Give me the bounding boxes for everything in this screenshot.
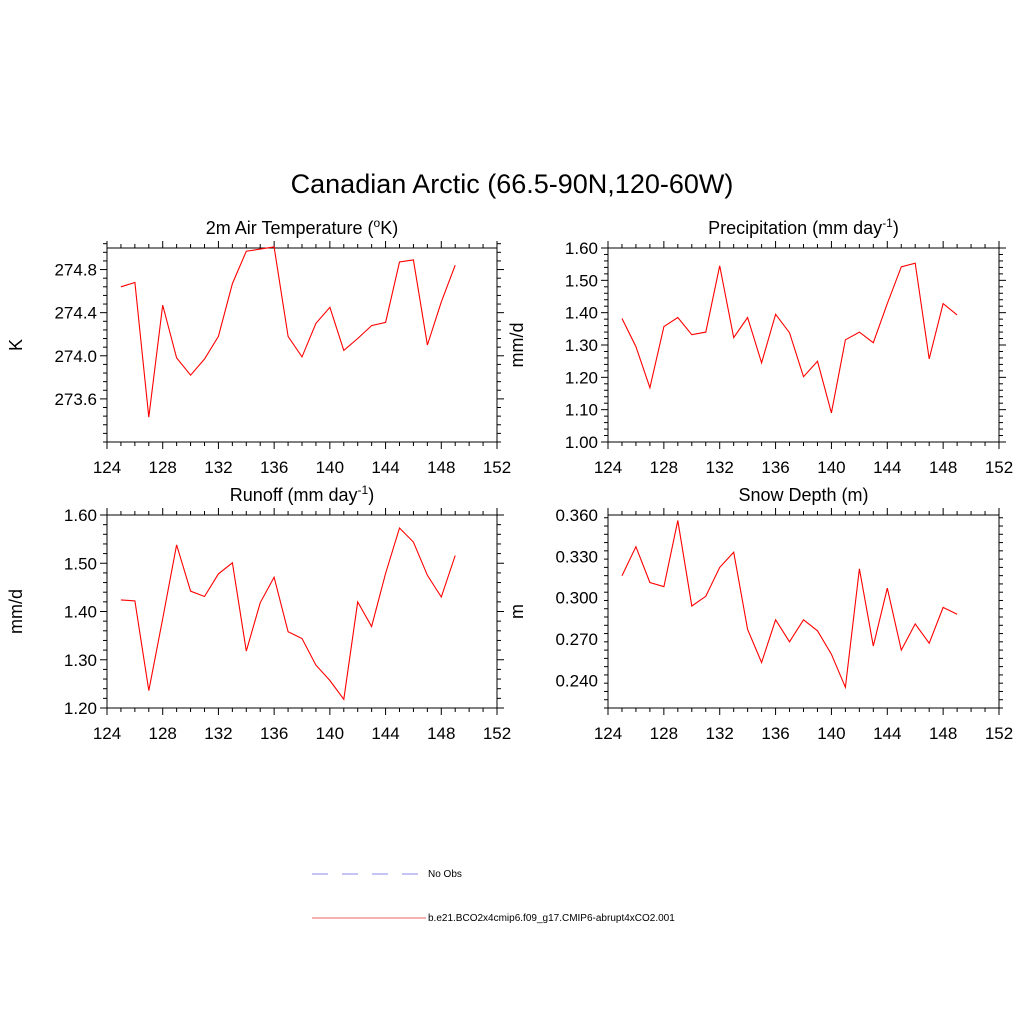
x-tick-label: 128 [650, 724, 678, 743]
y-tick-label: 1.00 [565, 433, 598, 452]
panel-title: Snow Depth (m) [738, 485, 868, 505]
x-tick-label: 140 [817, 724, 845, 743]
x-tick-label: 148 [427, 724, 455, 743]
x-tick-label: 140 [316, 724, 344, 743]
panel-title-end: ) [368, 485, 374, 505]
x-tick-label: 140 [316, 458, 344, 477]
panel-precipitation: 124 128 132 136 140 144 148 152 1.00 1.10 1.20 1.30… [507, 216, 1013, 477]
y-tick-label: 1.20 [565, 368, 598, 387]
y-tick-label: 273.6 [54, 390, 97, 409]
y-tick-label: 274.4 [54, 304, 97, 323]
x-tick-label: 136 [761, 724, 789, 743]
x-tick-label: 144 [371, 458, 399, 477]
plot-frame [106, 247, 498, 443]
y-tick-label: 0.330 [555, 547, 598, 566]
y-tick-label: 1.40 [565, 304, 598, 323]
x-tick-label: 152 [985, 458, 1013, 477]
panel-title: 2m Air Temperature (oK) [206, 216, 398, 238]
series-line-air-temperature [120, 246, 456, 418]
y-axis-label: mm/d [507, 323, 527, 368]
x-tick-label: 140 [817, 458, 845, 477]
x-tick-label: 148 [929, 724, 957, 743]
panel-snow-depth: 124 128 132 136 140 144 148 152 0.240 0.270 0.300 0… [507, 485, 1013, 743]
y-tick-label: 1.50 [565, 271, 598, 290]
panel-title-text: Runoff (mm day [230, 485, 358, 505]
x-tick-label: 136 [260, 724, 288, 743]
panel-title: Precipitation (mm day-1) [708, 216, 899, 238]
x-tick-label: 124 [594, 724, 622, 743]
x-tick-label: 152 [483, 458, 511, 477]
y-tick-label: 1.30 [64, 651, 97, 670]
plot-frame [607, 514, 1000, 709]
series-line-runoff [120, 526, 456, 701]
panel-title-text: Snow Depth (m) [738, 485, 868, 505]
series-line-precipitation [621, 262, 958, 414]
x-tick-label: 152 [985, 724, 1013, 743]
x-tick-label: 132 [204, 458, 232, 477]
x-tick-label: 132 [204, 724, 232, 743]
series-line-snow-depth [621, 520, 958, 690]
x-tick-label: 128 [149, 458, 177, 477]
panel-title-sup: -1 [882, 216, 893, 230]
y-tick-label: 1.10 [565, 401, 598, 420]
x-tick-label: 144 [873, 724, 901, 743]
x-tick-label: 128 [650, 458, 678, 477]
x-tick-label: 148 [427, 458, 455, 477]
panel-title-end: ) [893, 218, 899, 238]
panel-title-text: Precipitation (mm day [708, 218, 882, 238]
x-tick-label: 124 [594, 458, 622, 477]
y-tick-label: 1.40 [64, 603, 97, 622]
panel-title-text: 2m Air Temperature ( [206, 218, 374, 238]
panel-runoff: 124 128 132 136 140 144 148 152 1.20 1.30 1.40 1.50… [6, 483, 511, 743]
x-tick-label: 124 [93, 724, 121, 743]
x-tick-label: 144 [371, 724, 399, 743]
x-tick-label: 136 [761, 458, 789, 477]
legend: No Obs b.e21.BCO2x4cmip6.f09_g17.CMIP6-a… [312, 869, 675, 924]
y-tick-label: 274.8 [54, 261, 97, 280]
y-tick-label: 1.30 [565, 336, 598, 355]
x-tick-label: 132 [706, 724, 734, 743]
panel-title-sup: o [374, 216, 381, 230]
x-tick-label: 124 [93, 458, 121, 477]
x-tick-label: 128 [149, 724, 177, 743]
panel-title-end: K) [380, 218, 398, 238]
y-tick-label: 1.60 [565, 239, 598, 258]
y-axis-label: m [507, 604, 527, 619]
x-tick-label: 152 [483, 724, 511, 743]
y-tick-label: 0.270 [555, 630, 598, 649]
y-tick-label: 0.240 [555, 671, 598, 690]
panels-group: 124 128 132 136 140 144 148 152 273.6 274.0 274.4 2… [6, 216, 1013, 743]
y-tick-label: 1.60 [64, 506, 97, 525]
panel-air-temperature: 124 128 132 136 140 144 148 152 273.6 274.0 274.4 2… [6, 216, 511, 477]
legend-label-model: b.e21.BCO2x4cmip6.f09_g17.CMIP6-abrupt4x… [428, 913, 675, 924]
plot-frame [106, 514, 498, 709]
x-tick-label: 144 [873, 458, 901, 477]
legend-label-no-obs: No Obs [428, 869, 462, 880]
y-tick-label: 1.20 [64, 699, 97, 718]
figure-title: Canadian Arctic (66.5-90N,120-60W) [291, 169, 734, 199]
y-tick-label: 274.0 [54, 347, 97, 366]
panel-title-sup: -1 [358, 483, 369, 497]
y-axis-label: mm/d [6, 589, 26, 634]
plot-frame [607, 247, 1000, 443]
x-tick-label: 132 [706, 458, 734, 477]
y-tick-label: 0.360 [555, 506, 598, 525]
y-axis-label: K [6, 339, 26, 351]
y-tick-label: 0.300 [555, 589, 598, 608]
y-tick-label: 1.50 [64, 554, 97, 573]
panel-title: Runoff (mm day-1) [230, 483, 374, 505]
x-tick-label: 136 [260, 458, 288, 477]
x-tick-label: 148 [929, 458, 957, 477]
